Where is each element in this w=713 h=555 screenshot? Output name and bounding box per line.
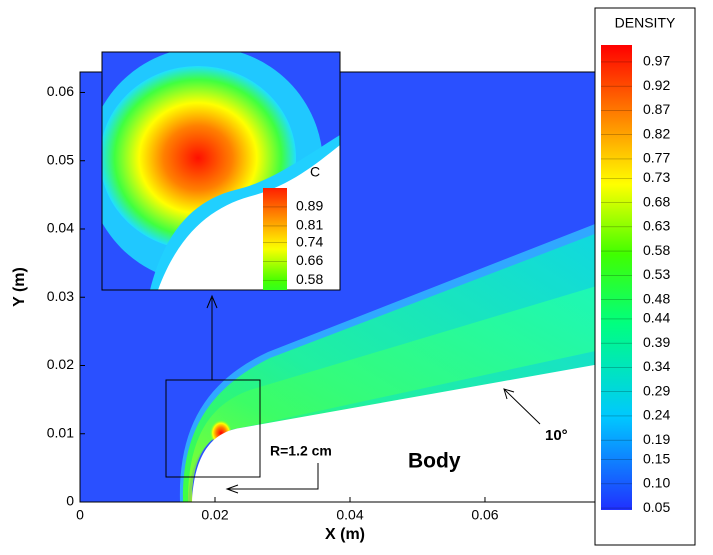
colorbar-label: 0.24 — [643, 407, 670, 423]
inset-colorbar-label: 0.66 — [296, 252, 323, 268]
inset-frame — [101, 51, 341, 291]
inset-band — [102, 250, 150, 290]
inset-colorbar-label: 0.74 — [296, 233, 323, 249]
y-tick-label: 0.06 — [47, 83, 74, 99]
colorbar-label: 0.58 — [643, 242, 670, 258]
colorbar-label: 0.73 — [643, 169, 670, 185]
field-band — [188, 286, 595, 502]
inset-colorbar-label: 0.58 — [296, 271, 323, 287]
colorbar-label: 0.39 — [643, 334, 670, 350]
body — [192, 364, 595, 502]
colorbar-label: 0.05 — [643, 499, 670, 515]
annotation: Body — [408, 450, 461, 473]
annotation: R=1.2 cm — [270, 443, 332, 459]
x-tick-label: 0.02 — [201, 507, 228, 523]
colorbar-label: 0.82 — [643, 125, 670, 141]
colorbar-label: 0.97 — [643, 53, 670, 69]
colorbar-label: 0.92 — [643, 77, 670, 93]
x-axis-label: X (m) — [325, 526, 365, 543]
y-tick-label: 0.01 — [47, 424, 74, 440]
annotation: 10° — [545, 427, 568, 444]
y-tick-label: 0.03 — [47, 288, 74, 304]
y-tick-label: 0.05 — [47, 151, 74, 167]
colorbar-label: 0.63 — [643, 218, 670, 234]
inset-colorbar-title: C — [310, 164, 320, 180]
inset-colorbar-label: 0.89 — [296, 198, 323, 214]
zoom-box — [165, 379, 261, 478]
colorbar-label: 0.15 — [643, 450, 670, 466]
colorbar-label: 0.48 — [643, 290, 670, 306]
arrow-head — [206, 294, 218, 309]
x-tick-label: 0 — [76, 507, 84, 523]
colorbar-label: 0.10 — [643, 475, 670, 491]
colorbar-label: 0.77 — [643, 150, 670, 166]
colorbar-label: 0.29 — [643, 382, 670, 398]
colorbar-label: 0.53 — [643, 266, 670, 282]
arrow-head — [503, 388, 515, 400]
colorbar-label: 0.19 — [643, 431, 670, 447]
colorbar-label: 0.34 — [643, 358, 670, 374]
colorbar-title: DENSITY — [615, 15, 676, 31]
radius-leader — [228, 463, 319, 490]
arrow-head — [225, 484, 239, 494]
colorbar-label: 0.87 — [643, 101, 670, 117]
angle-leader — [504, 389, 541, 425]
inset-colorbar-label: 0.81 — [296, 217, 323, 233]
y-tick-label: 0.02 — [47, 356, 74, 372]
colorbar-label: 0.68 — [643, 193, 670, 209]
y-axis-label: Y (m) — [11, 267, 28, 307]
colorbar-label: 0.44 — [643, 310, 670, 326]
x-tick-label: 0.06 — [471, 507, 498, 523]
inset-body — [158, 145, 340, 290]
colorbar — [601, 45, 632, 510]
inset-colorbar — [263, 188, 287, 290]
y-tick-label: 0 — [66, 493, 74, 509]
x-tick-label: 0.04 — [336, 507, 363, 523]
y-tick-label: 0.04 — [47, 220, 74, 236]
